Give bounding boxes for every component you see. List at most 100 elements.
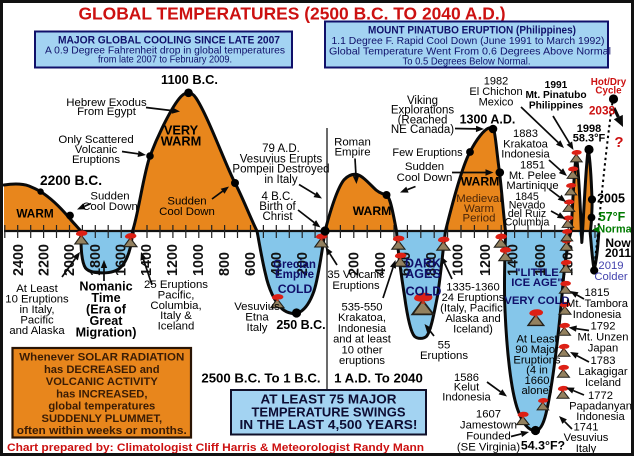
svg-text:(4 in: (4 in	[526, 365, 548, 377]
svg-text:200: 200	[347, 252, 363, 276]
svg-text:Hot/Dry: Hot/Dry	[591, 77, 627, 88]
svg-text:DARK: DARK	[405, 256, 441, 270]
svg-text:AT LEAST 75 MAJOR: AT LEAST 75 MAJOR	[261, 392, 397, 407]
svg-text:1991: 1991	[545, 80, 568, 91]
svg-text:(Reached: (Reached	[398, 114, 448, 126]
svg-text:Alaska and: Alaska and	[445, 313, 500, 325]
svg-text:2011: 2011	[605, 246, 631, 260]
svg-text:Eruptions: Eruptions	[420, 350, 468, 362]
svg-text:(Italy, Pacific,: (Italy, Pacific,	[440, 303, 506, 315]
svg-text:Empire: Empire	[334, 146, 370, 158]
svg-text:VERY: VERY	[164, 123, 199, 138]
svg-text:35 Volcanic: 35 Volcanic	[327, 269, 385, 281]
svg-text:600: 600	[398, 252, 414, 276]
svg-text:1998: 1998	[577, 123, 601, 135]
svg-text:Normal: Normal	[597, 224, 634, 236]
svg-text:(Era of: (Era of	[86, 303, 127, 317]
svg-text:Vesuvius Erupts: Vesuvius Erupts	[240, 153, 323, 165]
svg-text:Eruptions: Eruptions	[72, 154, 120, 166]
svg-text:and at least: and at least	[333, 334, 392, 346]
svg-text:WARM: WARM	[161, 134, 202, 149]
svg-text:Italy: Italy	[576, 443, 597, 455]
svg-text:Sudden: Sudden	[90, 191, 129, 203]
svg-text:1800: 1800	[88, 244, 104, 276]
svg-text:1600: 1600	[533, 244, 549, 276]
svg-text:57°F: 57°F	[599, 210, 626, 224]
svg-text:2000: 2000	[62, 244, 78, 276]
svg-text:Iceland: Iceland	[158, 321, 195, 333]
svg-text:Eruptions: Eruptions	[513, 354, 561, 366]
svg-text:400: 400	[373, 252, 389, 276]
svg-text:COLD: COLD	[406, 285, 442, 299]
svg-text:MOUNT PINATUBO ERUPTION (Phili: MOUNT PINATUBO ERUPTION (Philippines)	[368, 25, 576, 37]
svg-text:Colder: Colder	[594, 271, 628, 283]
svg-text:1400: 1400	[139, 244, 155, 276]
svg-text:Mexico: Mexico	[479, 97, 514, 109]
svg-text:eruptions: eruptions	[339, 355, 385, 367]
svg-text:2200 B.C.: 2200 B.C.	[40, 173, 102, 188]
svg-text:54.3°F?: 54.3°F?	[521, 439, 565, 453]
svg-text:IN THE LAST 4,500 YEARS!: IN THE LAST 4,500 YEARS!	[240, 417, 418, 432]
svg-text:Italy: Italy	[247, 322, 268, 334]
svg-text:Jamestown: Jamestown	[460, 420, 517, 432]
svg-text:800: 800	[217, 252, 233, 276]
svg-text:200: 200	[295, 252, 311, 276]
svg-text:Lakagigar: Lakagigar	[578, 366, 627, 378]
svg-text:Indonesia: Indonesia	[501, 149, 550, 161]
svg-text:Philippines: Philippines	[529, 100, 584, 111]
svg-text:1200: 1200	[165, 244, 181, 276]
svg-text:Now: Now	[605, 236, 631, 250]
svg-text:Krakatoa: Krakatoa	[503, 138, 549, 150]
svg-text:Birth of: Birth of	[259, 201, 296, 213]
svg-text:in Italy: in Italy	[264, 174, 297, 186]
svg-text:1 A.D. To 2040: 1 A.D. To 2040	[334, 371, 423, 386]
svg-text:Chart prepared by: Climatologi: Chart prepared by: Climatologist Cliff H…	[7, 442, 424, 454]
svg-text:2200: 2200	[37, 244, 53, 276]
svg-text:2019: 2019	[598, 260, 623, 272]
svg-text:ICE AGE": ICE AGE"	[511, 277, 562, 289]
svg-text:79 A.D.: 79 A.D.	[262, 143, 300, 155]
svg-text:1100 B.C.: 1100 B.C.	[161, 72, 218, 87]
svg-text:global temperatures: global temperatures	[48, 401, 155, 413]
svg-text:At Least: At Least	[16, 283, 58, 295]
svg-text:535-550: 535-550	[341, 302, 382, 314]
svg-text:from late 2007 to February 200: from late 2007 to February 2009.	[98, 54, 232, 66]
svg-text:Founded: Founded	[466, 431, 511, 443]
svg-text:Period: Period	[463, 213, 496, 225]
svg-text:2500 B.C. To 1 B.C.: 2500 B.C. To 1 B.C.	[201, 371, 320, 386]
svg-text:Warm: Warm	[464, 203, 494, 215]
svg-text:4 B.C.: 4 B.C.	[262, 191, 294, 203]
svg-text:1335-1360: 1335-1360	[446, 282, 500, 294]
svg-text:Krakatoa,: Krakatoa,	[338, 312, 386, 324]
svg-text:250 B.C.: 250 B.C.	[276, 318, 325, 332]
svg-text:10 other: 10 other	[341, 344, 382, 356]
svg-text:often within weeks or months.: often within weeks or months.	[17, 425, 187, 437]
svg-text:Roman: Roman	[334, 136, 371, 148]
svg-text:Cycle: Cycle	[595, 85, 622, 96]
svg-text:has DECREASED and: has DECREASED and	[44, 364, 160, 376]
svg-text:Volcanic: Volcanic	[75, 144, 118, 156]
svg-text:55: 55	[438, 340, 451, 352]
svg-text:COLD: COLD	[278, 282, 313, 296]
svg-text:"LITTLE: "LITTLE	[515, 267, 559, 279]
svg-text:SUDDENLY PLUMMET,: SUDDENLY PLUMMET,	[42, 413, 163, 425]
svg-text:and Alaska: and Alaska	[9, 325, 65, 337]
svg-text:Medieval: Medieval	[456, 193, 502, 205]
svg-text:Indonesia: Indonesia	[338, 323, 387, 335]
svg-text:alone): alone)	[521, 385, 552, 397]
svg-text:Christ: Christ	[262, 211, 293, 223]
svg-text:A 0.9 Degree Fahrenheit drop i: A 0.9 Degree Fahrenheit drop in global t…	[45, 45, 285, 57]
svg-text:Cool Down: Cool Down	[159, 206, 215, 218]
svg-text:1815: 1815	[585, 287, 610, 299]
svg-text:in Italy,: in Italy,	[20, 304, 55, 316]
svg-text:Time: Time	[91, 291, 120, 305]
svg-text:Martinique: Martinique	[506, 180, 558, 192]
svg-text:Pompeii Destroyed: Pompeii Destroyed	[232, 164, 329, 176]
svg-text:400: 400	[269, 252, 285, 276]
svg-text:1586: 1586	[454, 372, 479, 384]
svg-text:Only Scattered: Only Scattered	[58, 134, 133, 146]
svg-text:Etna: Etna	[245, 312, 269, 324]
svg-text:TEMPERATURE SWINGS: TEMPERATURE SWINGS	[252, 404, 406, 419]
svg-text:Whenever SOLAR RADIATION: Whenever SOLAR RADIATION	[19, 352, 184, 364]
svg-text:1607: 1607	[476, 409, 501, 421]
